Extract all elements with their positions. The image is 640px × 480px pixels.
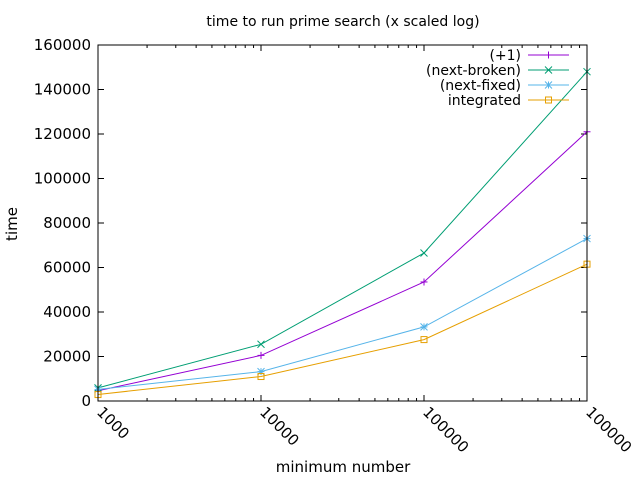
- series-0: [94, 128, 591, 395]
- marker-stroke: [544, 81, 553, 89]
- series-line: [97, 71, 588, 389]
- marker-stroke: [544, 66, 553, 74]
- marker-stroke: [420, 323, 428, 331]
- y-axis-label: time: [3, 207, 21, 241]
- y-tick-label: 0: [81, 392, 91, 410]
- data-point: [257, 367, 265, 376]
- marker-stroke: [420, 249, 428, 257]
- y-tick-label: 20000: [43, 348, 91, 366]
- y-tick-label: 120000: [34, 125, 91, 143]
- data-point: [420, 323, 428, 331]
- legend-item: (+1): [489, 48, 569, 64]
- legend-item: (next-fixed): [440, 78, 569, 94]
- chart-title: time to run prime search (x scaled log): [206, 14, 479, 30]
- x-tick-label: 1000: [93, 403, 133, 443]
- legend-item: (next-broken): [426, 63, 569, 79]
- series-line: [97, 238, 588, 390]
- series-3: [94, 260, 591, 399]
- series-line: [97, 131, 588, 392]
- legend-item: integrated: [448, 93, 569, 109]
- data-point: [420, 249, 428, 257]
- data-point: [257, 373, 265, 381]
- series-layer: [94, 67, 591, 399]
- y-tick-label: 60000: [43, 259, 91, 277]
- data-point: [544, 81, 553, 89]
- y-tick-label: 100000: [34, 170, 91, 188]
- data-point: [545, 96, 552, 104]
- data-point: [257, 340, 265, 349]
- marker-stroke: [257, 340, 265, 349]
- x-tick-label: 10000: [256, 403, 302, 449]
- data-point: [257, 351, 265, 359]
- y-tick-label: 80000: [43, 214, 91, 232]
- legend-label: (next-broken): [426, 63, 521, 79]
- series-1: [94, 67, 591, 392]
- data-point: [420, 278, 428, 286]
- marker-square: [257, 373, 265, 381]
- marker-square: [420, 336, 428, 344]
- data-point: [545, 51, 552, 59]
- x-axis-label: minimum number: [276, 458, 411, 476]
- series-line: [97, 263, 588, 395]
- y-tick-label: 140000: [34, 81, 91, 99]
- data-point: [544, 66, 553, 74]
- y-tick-label: 160000: [34, 36, 91, 54]
- x-tick-label: 100000: [419, 403, 472, 456]
- legend-label: (next-fixed): [440, 78, 521, 94]
- legend: (+1)(next-broken)(next-fixed)integrated: [426, 48, 569, 109]
- y-tick-label: 40000: [43, 303, 91, 321]
- data-point: [420, 336, 428, 344]
- x-tick-label: 100000: [582, 403, 635, 456]
- legend-label: integrated: [448, 93, 521, 109]
- marker-square: [545, 96, 552, 104]
- plot-border: [97, 44, 588, 402]
- legend-label: (+1): [489, 48, 521, 64]
